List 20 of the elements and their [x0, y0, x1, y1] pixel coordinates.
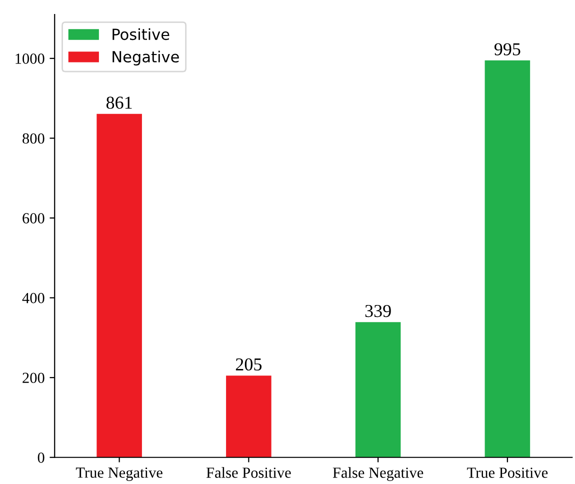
legend-label: Positive — [112, 28, 170, 40]
bar — [96, 114, 142, 458]
data-label: 861 — [106, 96, 132, 109]
legend-label: Negative — [112, 50, 179, 66]
x-tick-label: True Negative — [76, 468, 162, 481]
bar — [226, 376, 272, 458]
data-label: 339 — [365, 304, 391, 318]
bar — [355, 322, 401, 458]
bar — [484, 60, 530, 458]
x-tick-label: False Positive — [206, 467, 291, 478]
y-tick-label: 0 — [38, 452, 44, 463]
x-tick-label: False Negative — [332, 467, 424, 481]
y-tick-label: 600 — [22, 213, 44, 224]
y-tick-label: 200 — [22, 372, 44, 384]
y-tick-label: 1000 — [16, 54, 44, 64]
y-tick-label: 400 — [22, 292, 44, 304]
data-label: 205 — [236, 358, 262, 371]
data-label: 995 — [494, 43, 520, 56]
x-tick-label: True Positive — [467, 468, 548, 478]
y-tick-label: 800 — [22, 133, 44, 144]
